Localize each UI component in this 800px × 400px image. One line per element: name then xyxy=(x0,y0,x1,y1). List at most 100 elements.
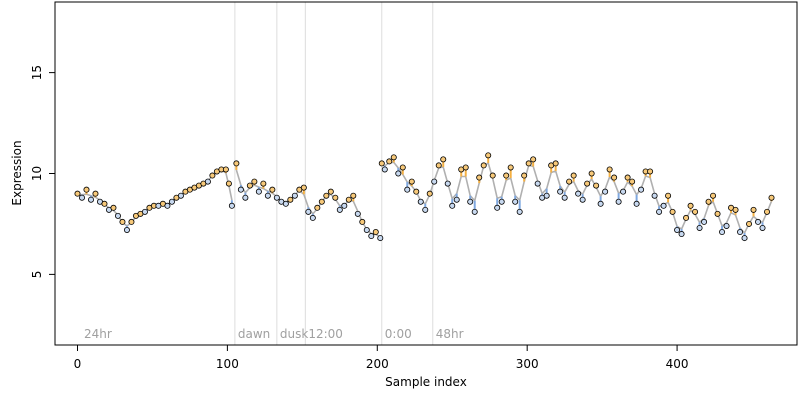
data-point xyxy=(345,196,352,203)
data-point xyxy=(710,192,717,199)
data-point xyxy=(566,178,573,185)
data-point xyxy=(305,208,312,215)
data-point xyxy=(273,194,280,201)
data-point xyxy=(516,208,523,215)
period-label: dawn xyxy=(238,327,270,341)
data-point xyxy=(471,208,478,215)
data-point xyxy=(579,196,586,203)
data-point xyxy=(404,186,411,193)
data-point xyxy=(633,200,640,207)
x-tick-label: 0 xyxy=(74,357,82,371)
y-tick-label: 10 xyxy=(30,166,44,181)
data-point xyxy=(669,208,676,215)
data-point xyxy=(372,229,379,236)
data-point xyxy=(561,194,568,201)
data-point xyxy=(683,214,690,221)
data-point xyxy=(737,229,744,236)
data-point xyxy=(381,166,388,173)
data-point xyxy=(242,194,249,201)
data-point xyxy=(498,198,505,205)
data-point xyxy=(168,198,175,205)
data-point xyxy=(141,208,148,215)
data-point xyxy=(123,226,130,233)
data-point xyxy=(507,164,514,171)
data-point xyxy=(431,178,438,185)
data-point xyxy=(260,180,267,187)
data-point xyxy=(413,188,420,195)
data-point xyxy=(354,210,361,217)
data-point xyxy=(395,170,402,177)
data-point xyxy=(638,186,645,193)
data-point xyxy=(453,196,460,203)
data-point xyxy=(701,218,708,225)
data-point xyxy=(719,229,726,236)
data-point xyxy=(341,202,348,209)
data-point xyxy=(768,194,775,201)
data-point xyxy=(368,233,375,240)
data-point xyxy=(660,202,667,209)
data-point xyxy=(759,224,766,231)
data-point xyxy=(225,180,232,187)
data-point xyxy=(386,158,393,165)
data-point xyxy=(687,202,694,209)
data-point xyxy=(359,218,366,225)
data-point xyxy=(399,164,406,171)
data-point xyxy=(390,154,397,161)
data-point xyxy=(647,168,654,175)
data-point xyxy=(363,226,370,233)
data-point xyxy=(557,188,564,195)
x-tick-label: 100 xyxy=(216,357,239,371)
data-point xyxy=(378,160,385,167)
data-point xyxy=(422,206,429,213)
data-point xyxy=(714,210,721,217)
data-point xyxy=(656,208,663,215)
data-point xyxy=(287,196,294,203)
data-point xyxy=(255,188,262,195)
plot-frame xyxy=(54,1,798,346)
data-point xyxy=(674,226,681,233)
data-point xyxy=(723,222,730,229)
data-point xyxy=(503,172,510,179)
data-point xyxy=(485,152,492,159)
data-point xyxy=(629,178,636,185)
data-point xyxy=(597,200,604,207)
period-label: 48hr xyxy=(436,327,464,341)
y-tick-label: 5 xyxy=(30,271,44,279)
data-point xyxy=(114,212,121,219)
axes: 0 100 200 300 400 5 10 15 xyxy=(30,65,689,371)
data-point xyxy=(251,178,258,185)
data-point xyxy=(606,166,613,173)
data-point xyxy=(177,192,184,199)
data-point xyxy=(678,231,685,238)
data-point xyxy=(467,198,474,205)
x-tick-label: 400 xyxy=(666,357,689,371)
trend-line xyxy=(77,169,233,228)
data-point xyxy=(552,160,559,167)
data-point xyxy=(593,182,600,189)
data-point xyxy=(269,186,276,193)
data-point xyxy=(233,160,240,167)
data-point xyxy=(588,170,595,177)
data-points xyxy=(74,152,775,242)
data-point xyxy=(323,192,330,199)
data-point xyxy=(318,198,325,205)
data-point xyxy=(408,178,415,185)
period-label: dusk xyxy=(280,327,308,341)
data-point xyxy=(543,192,550,199)
data-point xyxy=(209,172,216,179)
data-point xyxy=(525,160,532,167)
data-point xyxy=(74,190,81,197)
data-point xyxy=(651,192,658,199)
data-point xyxy=(87,196,94,203)
data-point xyxy=(732,206,739,213)
data-point xyxy=(246,182,253,189)
data-point xyxy=(204,178,211,185)
data-point xyxy=(620,188,627,195)
data-point xyxy=(462,164,469,171)
data-point xyxy=(665,192,672,199)
data-point xyxy=(417,198,424,205)
y-tick-label: 15 xyxy=(30,65,44,80)
period-label: 0:00 xyxy=(385,327,412,341)
data-point xyxy=(444,180,451,187)
data-point xyxy=(494,204,501,211)
